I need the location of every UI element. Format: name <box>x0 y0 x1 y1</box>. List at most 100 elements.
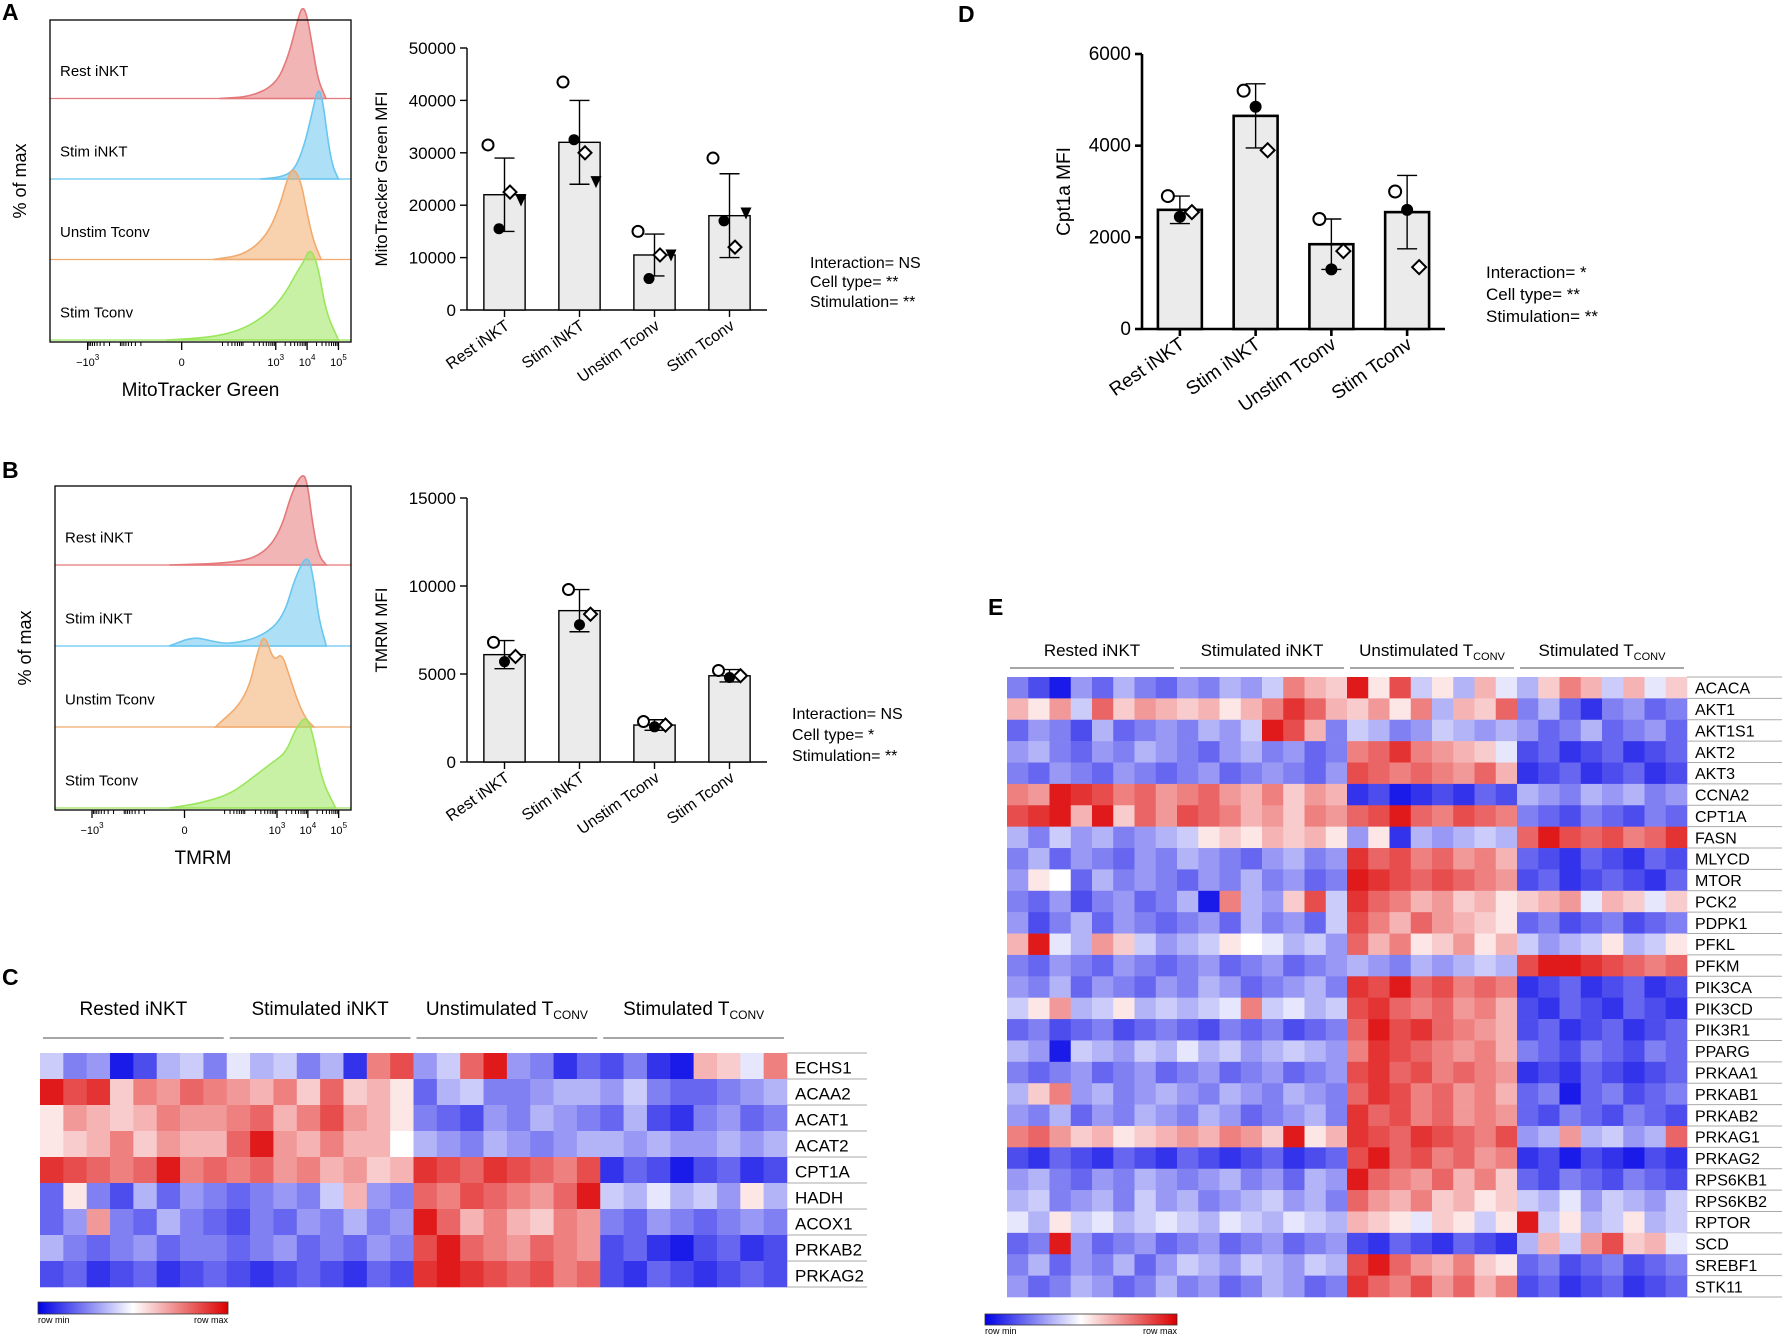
heatmap-cell <box>1347 1211 1369 1234</box>
heatmap-cell <box>1113 1232 1135 1255</box>
heatmap-cell <box>436 1053 461 1080</box>
heatmap-cell <box>1665 933 1688 956</box>
heatmap-cell <box>110 1235 134 1262</box>
heatmap-cell <box>1092 1211 1114 1234</box>
heatmap-cell <box>1623 912 1645 934</box>
heatmap-cell <box>1432 1168 1454 1191</box>
heatmap-cell <box>460 1079 484 1106</box>
heatmap-cell <box>1623 997 1645 1020</box>
heatmap-cell <box>1007 869 1029 892</box>
heatmap-cell <box>1559 1254 1582 1276</box>
heatmap-cell <box>1007 1190 1029 1212</box>
heatmap-cell <box>1432 1083 1454 1105</box>
heatmap-cell <box>1240 826 1263 849</box>
heatmap-cell <box>1113 1254 1135 1276</box>
heatmap-cell <box>1644 1125 1667 1148</box>
heatmap-cell <box>646 1053 671 1080</box>
heatmap-cell <box>250 1131 274 1158</box>
heatmap-cell <box>1283 933 1305 956</box>
heatmap-cell <box>1389 1104 1412 1127</box>
heatmap-cell <box>86 1157 111 1184</box>
heatmap-cell <box>1432 848 1454 870</box>
heatmap-cell <box>86 1209 111 1236</box>
row-label-scd: SCD <box>1695 1237 1729 1254</box>
heatmap-cell <box>1219 1147 1242 1170</box>
heatmap-cell <box>1198 762 1220 785</box>
data-point <box>712 663 725 677</box>
heatmap-cell <box>1134 805 1157 827</box>
heatmap-cell <box>1474 1190 1497 1212</box>
heatmap-cell <box>1240 848 1263 870</box>
group-label-stimulated-tconv: Stimulated TCONV <box>1539 641 1667 663</box>
heatmap-cell <box>1155 1211 1178 1234</box>
heatmap-cell <box>460 1157 484 1184</box>
heatmap-cell <box>1092 1061 1114 1084</box>
heatmap-cell <box>716 1183 741 1210</box>
heatmap-cell <box>1177 1040 1199 1063</box>
heatmap-cell <box>763 1105 788 1132</box>
heatmap-cell <box>1347 805 1369 827</box>
heatmap-cell <box>1155 826 1178 849</box>
heatmap-cell <box>1219 826 1242 849</box>
heatmap-cell <box>1070 762 1093 785</box>
heatmap-cell <box>1623 783 1645 806</box>
heatmap-cell <box>1240 976 1263 998</box>
heatmap-cell <box>1517 783 1539 806</box>
heatmap-cell <box>1134 1083 1157 1105</box>
heatmap-cell <box>1070 1211 1093 1234</box>
heatmap-cell <box>1070 1147 1093 1170</box>
heatmap-cell <box>1092 805 1114 827</box>
heatmap-cell <box>1134 890 1157 913</box>
heatmap-cell <box>343 1235 368 1262</box>
data-point <box>1312 212 1327 226</box>
heatmap-cell <box>1580 1168 1603 1191</box>
heatmap-cell <box>1262 1168 1284 1191</box>
heatmap-cell <box>1219 1125 1242 1148</box>
heatmap-cell <box>1092 783 1114 806</box>
heatmap-cell <box>1644 698 1667 721</box>
heatmap-cell <box>1559 1104 1582 1127</box>
heatmap-cell <box>1389 1061 1412 1084</box>
group-label-stimulated-inkt: Stimulated iNKT <box>1201 641 1324 660</box>
heatmap-cell <box>1113 954 1135 977</box>
heatmap-cell <box>553 1183 578 1210</box>
heatmap-cell <box>1538 890 1560 913</box>
heatmap-cell <box>1665 848 1688 870</box>
heatmap-cell <box>1495 869 1518 892</box>
heatmap-cell <box>1410 677 1433 699</box>
heatmap-cell <box>1177 1147 1199 1170</box>
heatmap-cell <box>436 1261 461 1288</box>
heatmap-cell <box>1410 1254 1433 1276</box>
heatmap-cell <box>1368 1190 1390 1212</box>
heatmap-cell <box>1304 677 1327 699</box>
heatmap-cell <box>1410 1061 1433 1084</box>
heatmap-cell <box>1559 1168 1582 1191</box>
group-label-rested-inkt: Rested iNKT <box>1044 641 1140 660</box>
heatmap-cell <box>180 1131 204 1158</box>
heatmap-cell <box>1007 698 1029 721</box>
heatmap-cell <box>1304 805 1327 827</box>
heatmap-cell <box>1177 1275 1199 1298</box>
stats-d-interaction: Interaction= * <box>1486 263 1587 282</box>
heatmap-cell <box>1623 890 1645 913</box>
heatmap-cell <box>320 1261 344 1288</box>
heatmap-cell <box>226 1183 251 1210</box>
heatmap-cell <box>413 1131 438 1158</box>
heatmap-cell <box>1304 719 1327 742</box>
heatmap-cell <box>530 1131 554 1158</box>
heatmap-cell <box>1665 783 1688 806</box>
heatmap-cell <box>1410 976 1433 998</box>
heatmap-cell <box>1665 954 1688 977</box>
heatmap-cell <box>1304 997 1327 1020</box>
heatmap-cell <box>460 1235 484 1262</box>
heatmap-cell <box>1623 1061 1645 1084</box>
heatmap-cell <box>1283 1211 1305 1234</box>
heatmap-cell <box>1517 933 1539 956</box>
heatmap-cell <box>576 1157 601 1184</box>
heatmap-cell <box>1644 805 1667 827</box>
heatmap-cell <box>1410 826 1433 849</box>
heatmap-cell <box>1368 1211 1390 1234</box>
heatmap-cell <box>1623 933 1645 956</box>
row-label-akt1s1: AKT1S1 <box>1695 723 1755 740</box>
heatmap-cell <box>600 1235 624 1262</box>
